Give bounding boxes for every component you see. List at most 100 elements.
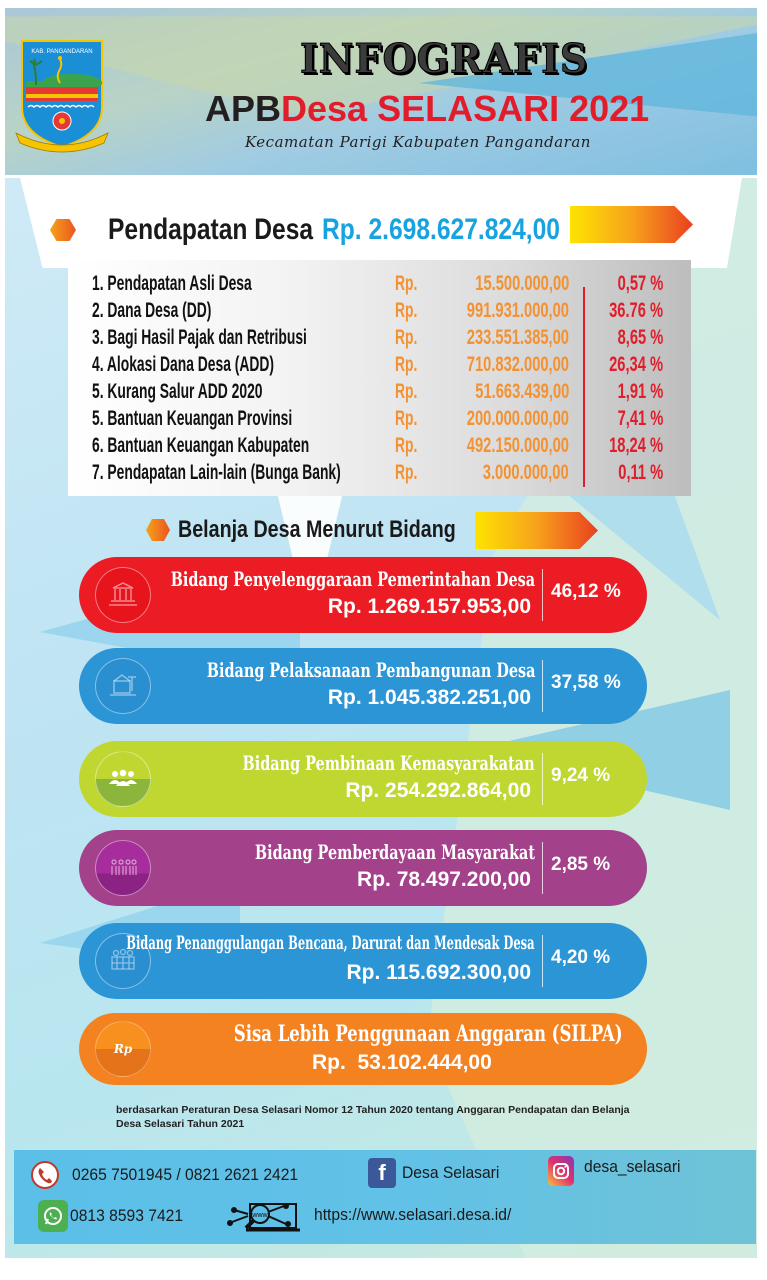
legal-basis-note: berdasarkan Peraturan Desa Selasari Nomo…	[116, 1104, 630, 1130]
whatsapp-contact[interactable]: 0813 8593 7421	[38, 1200, 193, 1232]
spending-percent: 37,58 %	[551, 672, 621, 693]
revenue-label: 6. Bantuan Keuangan Kabupaten	[92, 434, 310, 457]
facebook-icon: f	[368, 1158, 396, 1188]
phone-numbers: 0265 7501945 / 0821 2621 2421	[72, 1165, 299, 1184]
currency-label: Rp.	[395, 461, 418, 484]
currency-label: Rp.	[395, 434, 418, 457]
website-link[interactable]: https://www.selasari.desa.id/	[314, 1205, 528, 1225]
revenue-table: 1. Pendapatan Asli Desa Rp. 15.500.000,0…	[68, 260, 691, 496]
revenue-percent: 18,24 %	[609, 434, 663, 457]
website-search-icon: www	[224, 1198, 302, 1234]
whatsapp-number: 0813 8593 7421	[70, 1206, 184, 1225]
revenue-amount: 492.150.000,00	[466, 434, 569, 457]
title-desa-part: Desa SELASARI 2021	[281, 88, 650, 129]
svg-text:KAB. PANGANDARAN: KAB. PANGANDARAN	[31, 49, 92, 55]
divider	[542, 842, 543, 894]
spending-percent: 9,24 %	[551, 765, 611, 786]
table-row: 2. Dana Desa (DD) Rp. 991.931.000,00 36.…	[68, 299, 691, 326]
divider	[542, 569, 543, 621]
revenue-percent: 8,65 %	[617, 326, 663, 349]
revenue-label: 7. Pendapatan Lain-lain (Bunga Bank)	[92, 461, 341, 484]
instagram-handle: desa_selasari	[584, 1157, 681, 1176]
table-row: 6. Bantuan Keuangan Kabupaten Rp. 492.15…	[68, 434, 691, 461]
arrow-decoration	[570, 206, 693, 243]
spending-amount: Rp. 1.045.382.251,00	[327, 686, 531, 709]
currency-label: Rp.	[395, 299, 418, 322]
facebook-link[interactable]: f Desa Selasari	[368, 1158, 508, 1188]
spending-percent: 46,12 %	[551, 581, 621, 602]
hexagon-bullet-icon	[50, 219, 76, 241]
table-row: 5. Bantuan Keuangan Provinsi Rp. 200.000…	[68, 407, 691, 434]
arrow-decoration	[475, 512, 598, 549]
revenue-percent: 0,57 %	[617, 272, 663, 295]
table-row: 5. Kurang Salur ADD 2020 Rp. 51.663.439,…	[68, 380, 691, 407]
revenue-label: 4. Alokasi Dana Desa (ADD)	[92, 353, 275, 376]
table-row: 4. Alokasi Dana Desa (ADD) Rp. 710.832.0…	[68, 353, 691, 380]
disaster-relief-icon	[95, 933, 151, 989]
rupiah-coin-icon: Rp	[95, 1021, 151, 1077]
spending-percent: 2,85 %	[551, 854, 611, 875]
regency-emblem-icon: KAB. PANGANDARAN	[15, 40, 109, 153]
silpa-title: Sisa Lebih Penggunaan Anggaran (SILPA)	[233, 1021, 623, 1047]
revenue-amount: 233.551.385,00	[466, 326, 569, 349]
hexagon-bullet-icon	[146, 519, 170, 541]
spending-title: Bidang Pembinaan Kemasyarakatan	[243, 751, 535, 775]
spending-amount: Rp. 115.692.300,00	[346, 961, 531, 984]
column-divider	[583, 287, 585, 487]
contact-footer: 0265 7501945 / 0821 2621 2421 f Desa Sel…	[14, 1150, 756, 1244]
people-group-icon	[95, 751, 151, 807]
table-row: 1. Pendapatan Asli Desa Rp. 15.500.000,0…	[68, 272, 691, 299]
spending-title: Bidang Penanggulangan Bencana, Darurat d…	[126, 933, 535, 954]
silpa-amount: Rp. 53.102.444,00	[312, 1051, 492, 1074]
community-icon	[95, 840, 151, 896]
table-row: 3. Bagi Hasil Pajak dan Retribusi Rp. 23…	[68, 326, 691, 353]
spending-amount: Rp. 1.269.157.953,00	[327, 595, 531, 618]
revenue-section-title: Pendapatan Desa	[108, 213, 314, 246]
currency-label: Rp.	[395, 326, 418, 349]
subtitle: Kecamatan Parigi Kabupaten Pangandaran	[245, 133, 591, 151]
phone-contact[interactable]: 0265 7501945 / 0821 2621 2421	[30, 1160, 318, 1190]
revenue-total: Rp. 2.698.627.824,00	[322, 213, 560, 246]
revenue-label: 1. Pendapatan Asli Desa	[92, 272, 252, 295]
spending-title: Bidang Pemberdayaan Masyarakat	[254, 840, 535, 864]
spending-percent: 4,20 %	[551, 947, 611, 968]
revenue-percent: 1,91 %	[617, 380, 663, 403]
divider	[542, 660, 543, 712]
revenue-label: 5. Bantuan Keuangan Provinsi	[92, 407, 293, 430]
table-row: 7. Pendapatan Lain-lain (Bunga Bank) Rp.…	[68, 461, 691, 488]
divider	[542, 935, 543, 987]
revenue-percent: 0,11 %	[618, 461, 663, 484]
construction-icon	[95, 658, 151, 714]
revenue-amount: 200.000.000,00	[466, 407, 569, 430]
currency-label: Rp.	[395, 272, 418, 295]
spending-item-silpa: Rp Sisa Lebih Penggunaan Anggaran (SILPA…	[79, 1013, 647, 1085]
title-apbdesa: APBDesa SELASARI 2021	[205, 88, 649, 130]
revenue-amount: 15.500.000,00	[474, 272, 569, 295]
spending-title: Bidang Penyelenggaraan Pemerintahan Desa	[170, 567, 535, 591]
phone-icon	[30, 1160, 60, 1190]
website-icon-wrap: www	[224, 1198, 302, 1234]
title-apb-part: APB	[205, 88, 282, 129]
spending-item-kemasyarakatan: Bidang Pembinaan Kemasyarakatan Rp. 254.…	[79, 741, 647, 817]
revenue-percent: 7,41 %	[617, 407, 663, 430]
divider	[542, 753, 543, 805]
revenue-amount: 3.000.000,00	[483, 461, 569, 484]
revenue-label: 3. Bagi Hasil Pajak dan Retribusi	[92, 326, 307, 349]
instagram-link[interactable]: desa_selasari	[548, 1156, 689, 1186]
currency-label: Rp.	[395, 353, 418, 376]
currency-label: Rp.	[395, 380, 418, 403]
spending-title: Bidang Pelaksanaan Pembangunan Desa	[206, 658, 535, 682]
facebook-name: Desa Selasari	[402, 1163, 500, 1182]
website-url: https://www.selasari.desa.id/	[314, 1205, 512, 1224]
revenue-label: 2. Dana Desa (DD)	[92, 299, 212, 322]
rupiah-icon-text: Rp	[113, 1042, 133, 1056]
silpa-title-wrap: Sisa Lebih Penggunaan Anggaran (SILPA)	[79, 1021, 647, 1047]
spending-item-pemberdayaan: Bidang Pemberdayaan Masyarakat Rp. 78.49…	[79, 830, 647, 906]
currency-label: Rp.	[395, 407, 418, 430]
spending-item-pembangunan: Bidang Pelaksanaan Pembangunan Desa Rp. …	[79, 648, 647, 724]
revenue-amount: 991.931.000,00	[466, 299, 569, 322]
instagram-icon	[548, 1156, 574, 1186]
revenue-amount: 51.663.439,00	[474, 380, 569, 403]
spending-amount: Rp. 78.497.200,00	[357, 868, 531, 891]
revenue-percent: 26,34 %	[609, 353, 663, 376]
